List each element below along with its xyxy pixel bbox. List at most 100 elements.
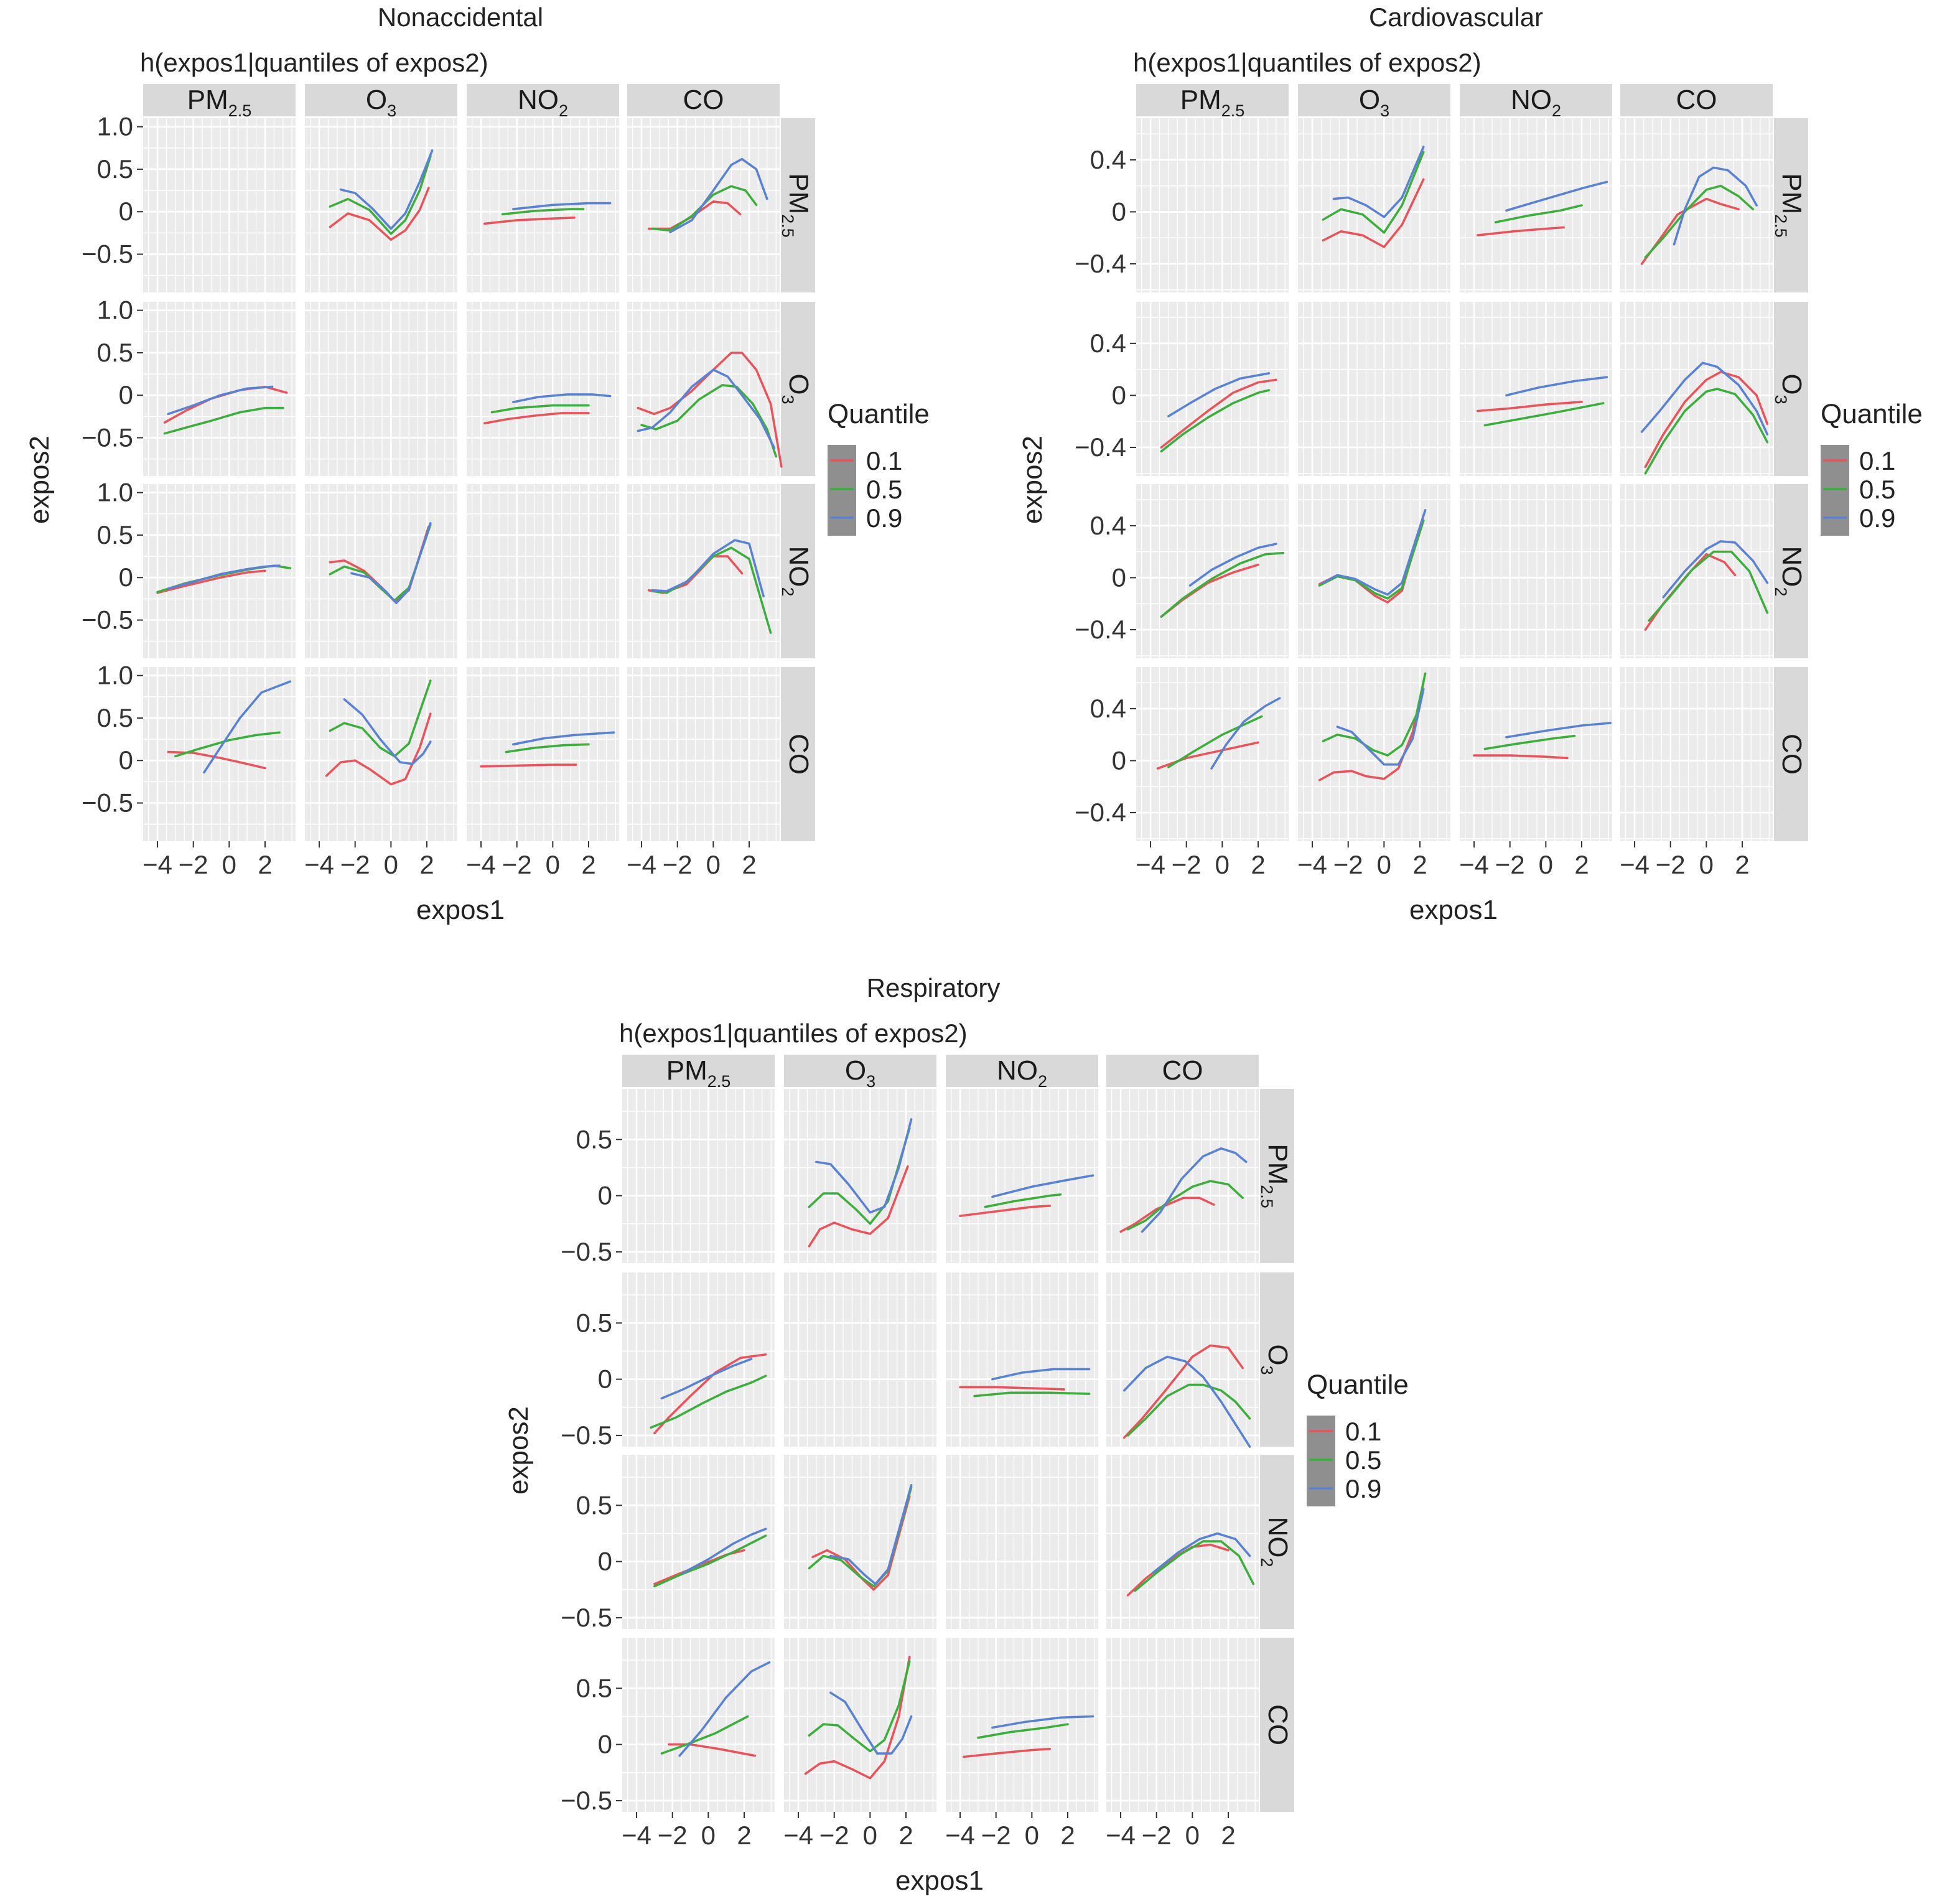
x-tick-label: −2 — [179, 850, 208, 879]
y-tick-label: 1.0 — [97, 661, 133, 690]
facet-panel — [467, 667, 619, 841]
series-line-q05 — [1126, 1383, 1251, 1437]
x-tick-label: 0 — [1377, 850, 1391, 879]
facet-label-col-base: PM — [1180, 85, 1221, 115]
y-tick-label: 1.0 — [97, 296, 133, 325]
x-tick-label: 0 — [1699, 850, 1714, 879]
series-line-q05 — [163, 406, 284, 435]
series-line-q01 — [1318, 681, 1425, 782]
facet-label-col-subscript: 2 — [1552, 101, 1561, 120]
x-tick-label: −4 — [466, 850, 496, 879]
series-line-q01 — [963, 1748, 1051, 1758]
facet-panel — [305, 667, 457, 841]
x-tick-label: 2 — [419, 850, 434, 879]
series-line-q05 — [490, 404, 590, 414]
series-line-q09 — [1505, 376, 1608, 397]
y-tick-label: 0 — [598, 1730, 612, 1759]
y-tick-label: 0 — [598, 1181, 612, 1210]
panel-background — [946, 1089, 1098, 1263]
facet-panel — [946, 1089, 1098, 1263]
facet-panel — [1298, 484, 1450, 658]
series-line-q05 — [1160, 551, 1285, 618]
facet-strip-top — [946, 1055, 1098, 1087]
y-tick-label: 0 — [598, 1547, 612, 1576]
series-line-q09 — [1673, 166, 1758, 246]
facet-label-col-base: O — [845, 1055, 866, 1086]
chart-subtitle: h(expos1|quantiles of expos2) — [1133, 48, 1482, 77]
series-line-q09 — [1141, 1147, 1248, 1233]
x-tick-label: 2 — [1221, 1821, 1235, 1850]
series-line-q09 — [991, 1715, 1094, 1729]
series-line-q05 — [1483, 402, 1605, 427]
facet-label-col-subscript: 3 — [866, 1072, 875, 1091]
x-tick-label: 2 — [1412, 850, 1427, 879]
facet-panel — [1106, 1455, 1259, 1629]
x-tick-label: 2 — [1574, 850, 1589, 879]
facet-label-row-subscript: 2.5 — [778, 214, 797, 238]
series-line-q05 — [1494, 204, 1583, 223]
facet-panel — [1136, 484, 1289, 658]
series-line-q05 — [1322, 672, 1427, 757]
series-line-q05 — [1318, 519, 1425, 600]
y-tick-label: −0.5 — [561, 1237, 612, 1266]
y-tick-label: 0 — [1112, 562, 1126, 592]
facet-panel — [1136, 667, 1289, 841]
x-axis-title: expos1 — [416, 895, 505, 925]
legend-label: 0.1 — [1345, 1417, 1381, 1446]
x-tick-label: −4 — [945, 1821, 975, 1850]
facet-label-row-base: PM — [783, 173, 814, 214]
facet-strip-top — [1106, 1055, 1259, 1087]
facet-panel — [305, 484, 457, 658]
series-line-q09 — [1123, 1355, 1251, 1448]
series-line-q05 — [653, 1534, 767, 1588]
y-tick-label: 0 — [1112, 197, 1126, 226]
x-tick-label: 0 — [863, 1821, 877, 1850]
facet-label-row-subscript: 3 — [778, 395, 797, 404]
y-tick-label: −0.4 — [1075, 249, 1126, 278]
facet-label-col-base: PM — [187, 85, 228, 115]
x-tick-label: −2 — [1495, 850, 1525, 879]
x-tick-label: −4 — [1459, 850, 1489, 879]
panel-background — [1136, 484, 1289, 658]
facet-label-col: CO — [1162, 1055, 1203, 1086]
series-line-q01 — [637, 352, 783, 468]
series-line-q05 — [329, 155, 432, 235]
facet-strip-top — [143, 84, 296, 116]
x-tick-label: −2 — [663, 850, 693, 879]
facet-strip-right — [1260, 1272, 1294, 1447]
facet-panel — [622, 1089, 775, 1263]
facet-panel — [622, 1455, 775, 1629]
series-line-q09 — [678, 1661, 771, 1757]
facet-panel — [1620, 667, 1773, 841]
y-tick-label: 1.0 — [97, 112, 133, 141]
series-line-q09 — [167, 564, 281, 590]
facet-label-row-base: O — [1262, 1344, 1293, 1365]
series-line-q09 — [1640, 362, 1769, 436]
facet-label-row: PM2.5 — [778, 173, 814, 238]
y-tick-label: −0.4 — [1075, 798, 1126, 827]
y-tick-label: 0 — [119, 380, 133, 409]
facet-panel — [784, 1455, 936, 1629]
facet-label-row-base: NO — [1776, 546, 1807, 587]
series-line-q05 — [1483, 734, 1576, 750]
facet-label-row: NO2 — [1258, 1516, 1293, 1567]
x-tick-label: −4 — [304, 850, 334, 879]
facet-panel — [1136, 118, 1289, 292]
facet-label-row-subscript: 2 — [1771, 587, 1790, 596]
panel-background — [946, 1455, 1098, 1629]
chart-title: Nonaccidental — [378, 2, 543, 32]
x-tick-label: −2 — [1656, 850, 1686, 879]
x-tick-label: 2 — [898, 1821, 913, 1850]
panel-background — [143, 667, 296, 841]
panel-background — [467, 667, 619, 841]
facet-label-col-base: NO — [997, 1055, 1038, 1086]
facet-label-col-subscript: 2 — [559, 101, 568, 120]
x-tick-label: −4 — [1106, 1821, 1136, 1850]
facet-label-row-subscript: 3 — [1258, 1366, 1276, 1375]
x-tick-label: −4 — [1620, 850, 1650, 879]
facet-label-col-subscript: 2.5 — [228, 101, 252, 120]
panel-background — [1106, 1089, 1259, 1263]
chart-subtitle: h(expos1|quantiles of expos2) — [140, 48, 488, 77]
series-line-q05 — [501, 208, 585, 216]
x-tick-label: 0 — [546, 850, 560, 879]
